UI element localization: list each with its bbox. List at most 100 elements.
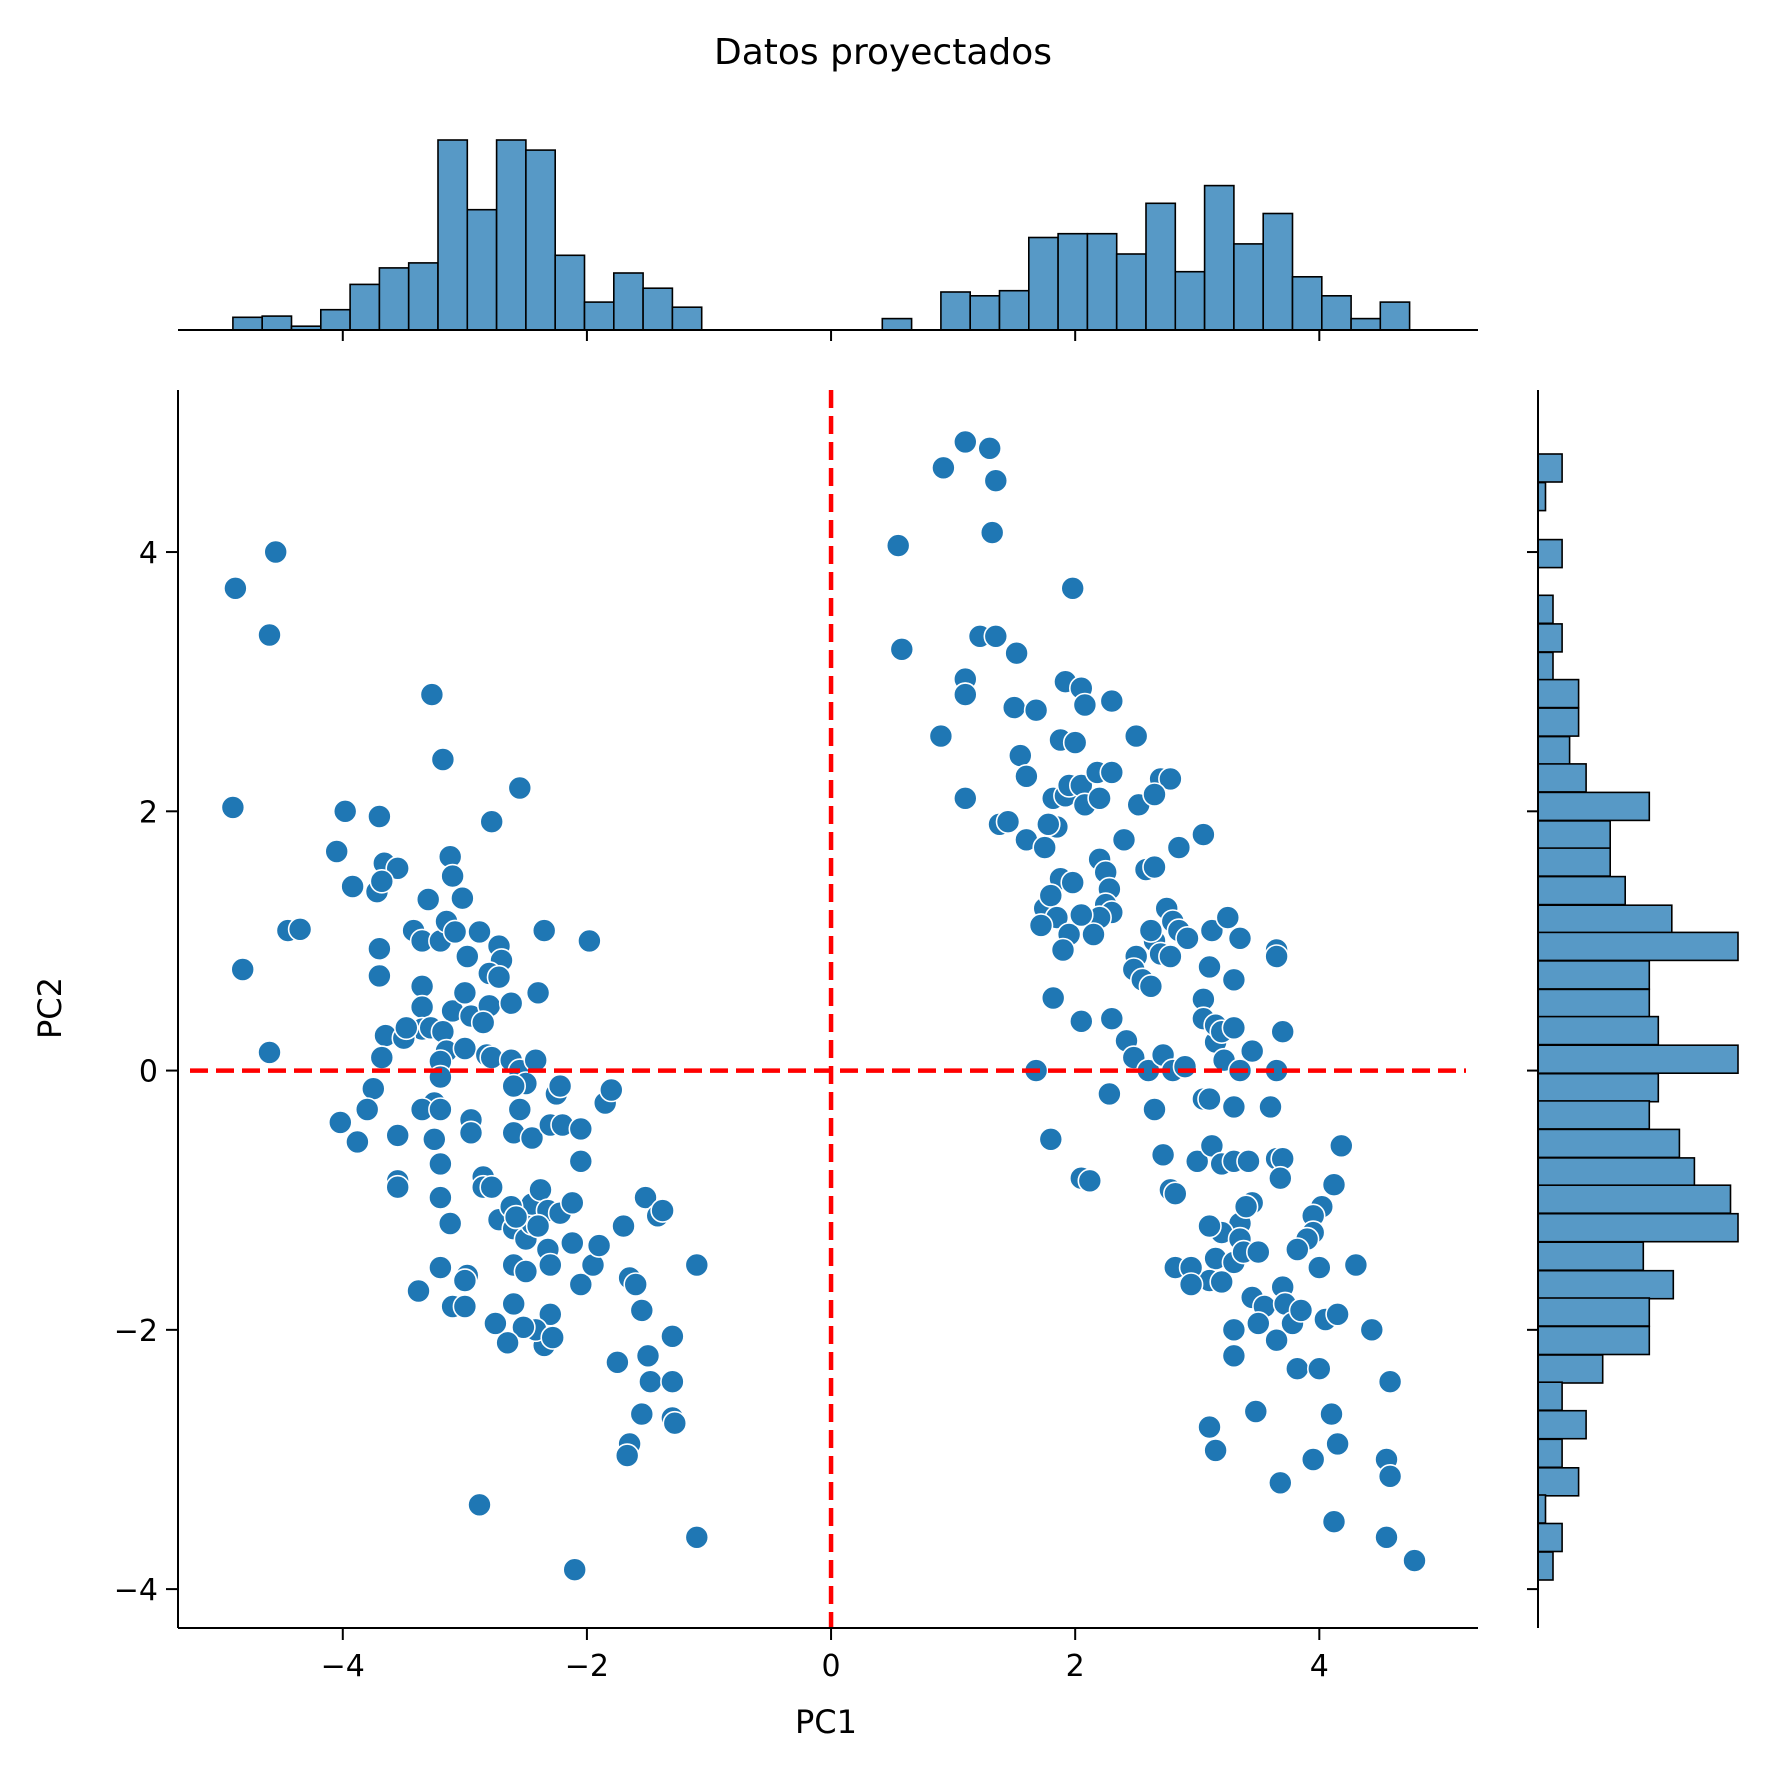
histogram-bar bbox=[998, 289, 1030, 331]
scatter-point bbox=[409, 973, 435, 999]
histogram-bar bbox=[1537, 1072, 1660, 1103]
scatter-point bbox=[1199, 918, 1225, 943]
scatter-point bbox=[220, 795, 246, 820]
scatter-point bbox=[332, 798, 358, 824]
scatter-point bbox=[287, 916, 313, 942]
scatter-point bbox=[568, 1272, 594, 1297]
histogram-bar bbox=[1115, 253, 1147, 331]
histogram-bar bbox=[1537, 1354, 1604, 1384]
scatter-point bbox=[1197, 1213, 1222, 1239]
scatter-point bbox=[1236, 1149, 1261, 1174]
scatter-point bbox=[1197, 1414, 1222, 1440]
scatter-point bbox=[1023, 697, 1049, 723]
scatter-point bbox=[257, 622, 282, 648]
histogram-bar bbox=[525, 149, 557, 331]
histogram-bar bbox=[1537, 1100, 1651, 1130]
scatter-point bbox=[1268, 1470, 1293, 1496]
x-axis-label: PC1 bbox=[795, 1703, 857, 1741]
histogram-bar bbox=[1537, 1409, 1587, 1440]
x-tick-label: 4 bbox=[1310, 1649, 1329, 1684]
histogram-bar bbox=[437, 139, 469, 331]
scatter-point bbox=[562, 1557, 588, 1582]
histogram-bar bbox=[1537, 820, 1611, 850]
scatter-point bbox=[1221, 1015, 1247, 1041]
scatter-point bbox=[340, 874, 365, 899]
scatter-point bbox=[662, 1410, 688, 1436]
scatter-point bbox=[1359, 1317, 1385, 1343]
scatter-point bbox=[1246, 1239, 1271, 1265]
scatter-point bbox=[483, 1311, 508, 1336]
scatter-point bbox=[1038, 883, 1064, 908]
histogram-bar bbox=[1537, 538, 1563, 569]
scatter-point bbox=[1325, 1302, 1350, 1327]
scatter-point bbox=[1138, 973, 1164, 999]
histogram-bar bbox=[1537, 875, 1626, 906]
histogram-bar bbox=[349, 283, 381, 331]
scatter-point bbox=[385, 1174, 411, 1200]
scatter-point bbox=[952, 429, 978, 455]
scatter-point bbox=[1178, 1272, 1204, 1297]
scatter-point bbox=[1172, 1054, 1198, 1079]
scatter-point bbox=[1081, 922, 1106, 947]
scatter-point bbox=[559, 1230, 585, 1256]
scatter-point bbox=[684, 1252, 710, 1278]
scatter-point bbox=[1097, 1081, 1122, 1107]
scatter-point bbox=[1004, 640, 1029, 666]
scatter-point bbox=[1221, 967, 1247, 993]
scatter-point bbox=[629, 1401, 655, 1427]
scatter-point bbox=[1142, 1097, 1167, 1122]
scatter-point bbox=[421, 1127, 447, 1152]
scatter-point bbox=[1307, 1255, 1332, 1280]
histogram-bar bbox=[1321, 294, 1352, 331]
scatter-point bbox=[367, 963, 392, 989]
scatter-point bbox=[467, 919, 492, 945]
histogram-bar bbox=[1537, 1128, 1681, 1159]
scatter-point bbox=[528, 1177, 553, 1203]
histogram-bar bbox=[554, 254, 586, 331]
histogram-bar bbox=[1537, 1241, 1645, 1271]
histogram-bar bbox=[232, 316, 263, 331]
scatter-point bbox=[1001, 695, 1027, 720]
scatter-point bbox=[1221, 1343, 1247, 1369]
scatter-point bbox=[230, 957, 255, 982]
x-tick-label: −4 bbox=[321, 1649, 365, 1684]
scatter-point bbox=[931, 455, 956, 481]
histogram-bar bbox=[1537, 678, 1580, 709]
histogram-bar bbox=[1537, 931, 1739, 962]
histogram-bar bbox=[1537, 1044, 1739, 1074]
scatter-point bbox=[1038, 1127, 1064, 1152]
histogram-bar bbox=[1537, 904, 1673, 935]
scatter-point bbox=[525, 980, 551, 1006]
scatter-point bbox=[889, 636, 915, 662]
scatter-point bbox=[428, 1097, 453, 1122]
scatter-point bbox=[369, 868, 395, 894]
scatter-point bbox=[1321, 1172, 1347, 1197]
scatter-point bbox=[415, 887, 441, 912]
histogram-bar bbox=[881, 317, 913, 331]
scatter-point bbox=[1258, 1094, 1283, 1120]
scatter-point bbox=[513, 1259, 539, 1284]
scatter-point bbox=[467, 1492, 492, 1518]
scatter-point bbox=[367, 804, 392, 829]
scatter-point bbox=[1285, 1237, 1310, 1262]
scatter-point bbox=[1123, 723, 1149, 749]
scatter-point bbox=[1036, 811, 1061, 837]
histogram-bar bbox=[261, 315, 293, 331]
scatter-point bbox=[623, 1272, 649, 1297]
scatter-point bbox=[1138, 918, 1164, 943]
histogram-bar bbox=[378, 267, 410, 331]
histogram-bar bbox=[1233, 243, 1265, 331]
scatter-point bbox=[568, 1116, 594, 1142]
histogram-bar bbox=[1537, 651, 1554, 682]
histogram-bar bbox=[1028, 236, 1059, 331]
histogram-bar bbox=[1537, 1297, 1651, 1327]
histogram-bar bbox=[1537, 623, 1563, 653]
scatter-point bbox=[442, 919, 468, 945]
scatter-point bbox=[605, 1350, 630, 1375]
scatter-point bbox=[385, 1123, 411, 1148]
scatter-point bbox=[1150, 1142, 1176, 1168]
scatter-point bbox=[523, 1047, 549, 1073]
scatter-point bbox=[638, 1369, 663, 1394]
histogram-bar bbox=[1145, 202, 1177, 331]
scatter-point bbox=[428, 1151, 453, 1177]
